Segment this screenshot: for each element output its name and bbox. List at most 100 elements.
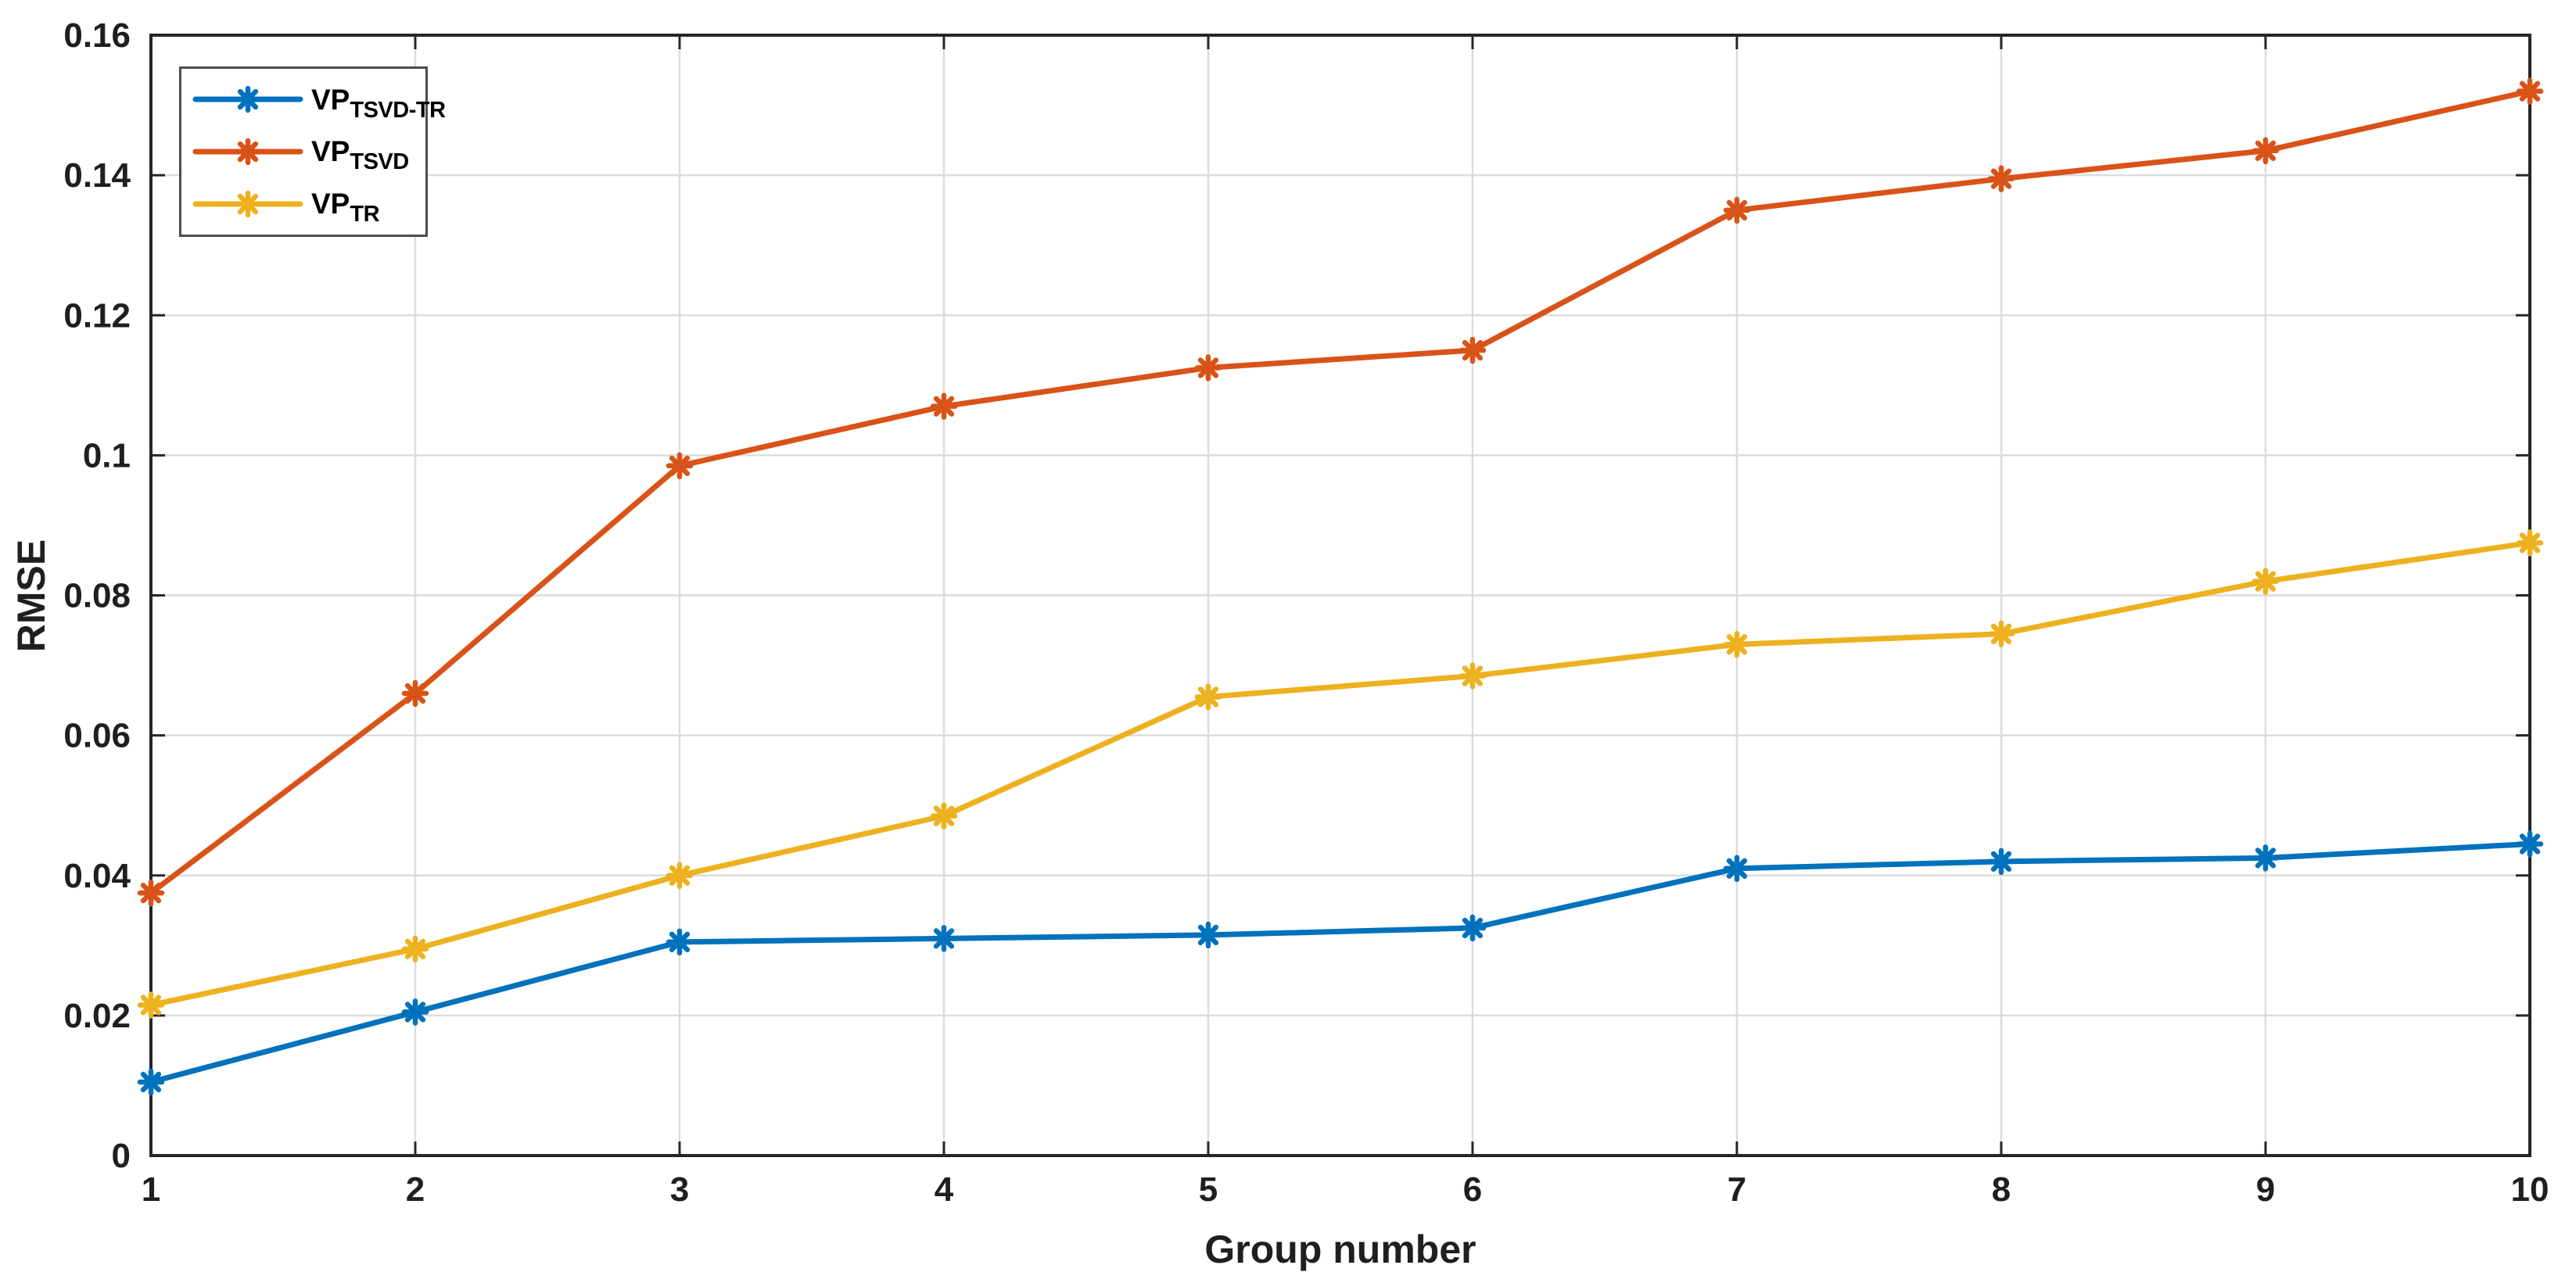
- series-marker-icon: [2251, 568, 2280, 595]
- x-tick-label: 10: [2511, 1170, 2549, 1209]
- x-tick-label: 4: [935, 1170, 954, 1209]
- marker-spoke: [1990, 623, 2012, 644]
- marker-spoke: [1726, 634, 1748, 655]
- x-tick-label: 3: [670, 1170, 689, 1209]
- x-tick-label: 6: [1463, 1170, 1482, 1209]
- y-tick-label: 0.02: [63, 997, 131, 1035]
- marker-spoke: [1726, 858, 1748, 879]
- series-marker-icon: [1723, 630, 1751, 658]
- marker-spoke: [404, 1002, 426, 1023]
- marker-spoke: [1462, 665, 1484, 686]
- series-marker-icon: [401, 935, 429, 963]
- series-marker-icon: [1987, 165, 2015, 192]
- legend-label-VP_TSVD: VPTSVD: [311, 135, 409, 174]
- series-marker-icon: [1723, 196, 1751, 224]
- marker-spoke: [140, 995, 162, 1016]
- series-marker-icon: [1723, 855, 1751, 883]
- marker-spoke: [2519, 833, 2541, 855]
- y-tick-label: 0.06: [63, 717, 131, 755]
- y-tick-label: 0.1: [83, 436, 131, 475]
- y-tick-label: 0.08: [63, 577, 131, 615]
- marker-spoke: [1990, 168, 2012, 189]
- series-marker-icon: [930, 392, 958, 420]
- y-tick-label: 0.12: [63, 296, 131, 335]
- x-axis-label: Group number: [1204, 1227, 1476, 1271]
- x-tick-label: 2: [406, 1170, 425, 1209]
- marker-spoke: [933, 805, 955, 826]
- marker-spoke: [1462, 339, 1484, 361]
- legend-label-VP_TR: VPTR: [311, 188, 380, 226]
- y-tick-label: 0.04: [63, 857, 131, 895]
- marker-spoke: [669, 455, 691, 476]
- series-marker-icon: [401, 679, 429, 708]
- series-marker-icon: [2516, 830, 2544, 858]
- legend-line-sample: [192, 86, 303, 113]
- series-marker-icon: [1987, 620, 2015, 648]
- y-tick-label: 0: [112, 1137, 131, 1175]
- marker-spoke: [2519, 532, 2541, 554]
- marker-spoke: [1462, 917, 1484, 939]
- marker-spoke: [404, 938, 426, 959]
- series-marker-icon: [1458, 336, 1487, 364]
- series-marker-icon: [1194, 921, 1222, 949]
- legend-box: VPTSVD-TR VPTSVD VPTR: [179, 66, 446, 237]
- series-marker-icon: [137, 1068, 165, 1096]
- marker-spoke: [1197, 686, 1219, 708]
- asterisk-marker-icon: [234, 190, 262, 217]
- legend-label-VP_TSVD-TR: VPTSVD-TR: [311, 83, 446, 122]
- legend-label-subscript: TR: [350, 202, 380, 228]
- legend-line-sample: [192, 190, 303, 217]
- legend-label-base: VP: [311, 83, 350, 116]
- marker-spoke: [1726, 199, 1748, 221]
- marker-spoke: [2255, 140, 2276, 161]
- legend-line-sample: [192, 138, 303, 166]
- series-line-VP_TR: [148, 539, 2533, 1008]
- marker-spoke: [1197, 924, 1219, 946]
- marker-spoke: [1197, 357, 1219, 378]
- legend-row-VP_TSVD-TR: VPTSVD-TR: [192, 77, 446, 121]
- series-marker-icon: [2516, 529, 2544, 557]
- series-marker-icon: [930, 925, 958, 952]
- legend-label-subscript: TSVD: [350, 149, 409, 175]
- marker-spoke: [2255, 571, 2276, 592]
- series-marker-icon: [2516, 77, 2544, 105]
- series-marker-icon: [1458, 914, 1487, 942]
- legend-row-VP_TR: VPTR: [192, 182, 425, 226]
- asterisk-marker-icon: [234, 86, 262, 113]
- x-tick-label: 5: [1199, 1170, 1218, 1209]
- series-line-VP_TSVD-TR: [148, 840, 2533, 1085]
- marker-spoke: [140, 1071, 162, 1093]
- marker-spoke: [1990, 851, 2012, 872]
- marker-spoke: [933, 396, 955, 417]
- marker-spoke: [669, 865, 691, 886]
- series-marker-icon: [666, 928, 694, 956]
- marker-spoke: [404, 683, 426, 704]
- marker-spoke: [933, 928, 955, 949]
- x-tick-label: 9: [2256, 1170, 2275, 1209]
- legend-label-base: VP: [311, 188, 350, 220]
- series-marker-icon: [666, 862, 694, 889]
- series-line-VP_TSVD: [148, 88, 2533, 896]
- y-tick-label: 0.14: [63, 156, 131, 195]
- legend-label-base: VP: [311, 135, 350, 168]
- marker-spoke: [2519, 81, 2541, 102]
- series-marker-icon: [2251, 137, 2280, 165]
- y-axis-label: RMSE: [9, 539, 53, 653]
- marker-spoke: [669, 931, 691, 952]
- legend-row-VP_TSVD: VPTSVD: [192, 130, 425, 174]
- marker-spoke: [237, 193, 259, 214]
- marker-spoke: [2255, 848, 2276, 869]
- series-marker-icon: [1458, 662, 1487, 690]
- series-marker-icon: [1194, 354, 1222, 382]
- y-tick-label: 0.16: [63, 16, 131, 55]
- series-marker-icon: [2251, 844, 2280, 872]
- series-marker-icon: [137, 991, 165, 1019]
- series-marker-icon: [666, 452, 694, 480]
- series-marker-icon: [137, 879, 165, 907]
- x-tick-label: 1: [142, 1170, 160, 1209]
- series-marker-icon: [1194, 683, 1222, 711]
- series-marker-icon: [930, 802, 958, 830]
- x-tick-label: 8: [1992, 1170, 2011, 1209]
